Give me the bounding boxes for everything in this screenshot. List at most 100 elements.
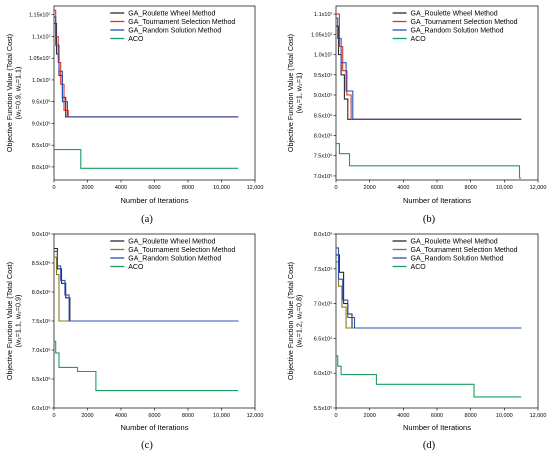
series-line-3 <box>336 355 522 398</box>
x-tick-label: 0 <box>52 185 55 191</box>
series-line-2 <box>54 250 239 322</box>
series-line-0 <box>336 254 522 329</box>
y-tick-label: 1.1x10⁷ <box>314 11 333 18</box>
panel-caption: (d) <box>423 440 436 451</box>
x-tick-label: 6000 <box>148 185 160 191</box>
y-tick-label: 8.0x10⁶ <box>314 231 333 238</box>
y-tick-label: 6.5x10⁶ <box>314 335 333 342</box>
series-line-2 <box>336 247 522 329</box>
y-tick-label: 8.5x10⁶ <box>32 260 51 267</box>
x-tick-label: 12,000 <box>247 185 264 191</box>
y-axis-label: Objective Function Value (Total Cost) <box>5 34 14 152</box>
y-tick-label: 9.0x10⁶ <box>314 92 333 99</box>
y-tick-label: 7.0x10⁶ <box>314 173 333 180</box>
x-tick-label: 4000 <box>397 185 409 191</box>
chart-panel-d: 0 2000 4000 6000 8000 10,000 12,000 5.5x10⁶ 6.0x… <box>286 231 546 451</box>
y-tick-label: 7.0x10⁶ <box>32 347 51 354</box>
y-tick-label: 1.1x10⁷ <box>32 33 51 40</box>
x-tick-label: 4000 <box>115 413 127 419</box>
panel-caption: (a) <box>141 214 153 225</box>
y-tick-label: 6.5x10⁶ <box>32 376 51 383</box>
y-axis-label: (w₁=1, w₂=1) <box>295 73 304 114</box>
y-tick-label: 1.0x10⁷ <box>314 52 333 59</box>
y-tick-label: 7.5x10⁶ <box>32 318 51 325</box>
legend-label: GA_Tournament Selection Method <box>128 19 235 26</box>
x-tick-label: 12,000 <box>530 413 547 419</box>
x-tick-label: 6000 <box>431 185 443 191</box>
y-tick-label: 5.5x10⁶ <box>314 405 333 412</box>
y-tick-label: 8.0x10⁶ <box>32 289 51 296</box>
legend-label: ACO <box>128 36 144 43</box>
y-axis-label: (w₁=1.1, w₂=0.9) <box>14 295 23 348</box>
legend-label: GA_Tournament Selection Method <box>411 247 518 254</box>
y-tick-label: 9.0x10⁶ <box>32 120 51 127</box>
x-tick-label: 2000 <box>364 185 376 191</box>
x-tick-label: 10,000 <box>213 185 230 191</box>
y-tick-label: 7.5x10⁶ <box>314 266 333 273</box>
series-line-3 <box>336 143 522 179</box>
x-tick-label: 10,000 <box>213 413 230 419</box>
chart-panel-c: 0 2000 4000 6000 8000 10,000 12,000 6.0x10⁶ 6.5x… <box>5 231 263 451</box>
series-line-0 <box>336 25 522 120</box>
legend-label: GA_Roulette Wheel Method <box>128 11 215 18</box>
y-axis-label: Objective Function Value (Total Cost) <box>286 34 295 152</box>
series-line-0 <box>54 22 239 118</box>
y-tick-label: 9.5x10⁶ <box>32 99 51 106</box>
series-line-1 <box>54 256 239 322</box>
y-tick-label: 9.0x10⁶ <box>32 231 51 238</box>
x-tick-label: 0 <box>334 413 337 419</box>
legend-label: ACO <box>411 36 427 43</box>
x-axis-label: Number of Iterations <box>121 196 189 205</box>
x-tick-label: 8000 <box>182 185 194 191</box>
y-axis-label: (w₁=1.2, w₂=0.8) <box>295 295 304 348</box>
y-tick-label: 9.5x10⁶ <box>314 72 333 79</box>
y-tick-label: 7.0x10⁶ <box>314 301 333 308</box>
legend-label: GA_Random Solution Method <box>411 28 504 35</box>
x-tick-label: 8000 <box>465 413 477 419</box>
series-line-1 <box>54 9 239 118</box>
series-line-1 <box>336 261 522 329</box>
x-tick-label: 8000 <box>182 413 194 419</box>
x-axis-label: Number of Iterations <box>121 423 189 432</box>
legend-label: GA_Random Solution Method <box>411 256 504 263</box>
y-axis-label: Objective Function Value (Total Cost) <box>5 262 14 380</box>
series-line-3 <box>54 340 239 392</box>
legend-label: GA_Roulette Wheel Method <box>411 11 498 18</box>
x-axis-label: Number of Iterations <box>403 423 471 432</box>
x-tick-label: 2000 <box>81 413 93 419</box>
legend-label: GA_Roulette Wheel Method <box>411 239 498 246</box>
y-tick-label: 8.0x10⁶ <box>314 132 333 139</box>
y-tick-label: 8.0x10⁶ <box>32 164 51 171</box>
x-tick-label: 12,000 <box>530 185 547 191</box>
legend-label: GA_Tournament Selection Method <box>128 247 235 254</box>
x-axis-label: Number of Iterations <box>403 196 471 205</box>
legend-label: GA_Random Solution Method <box>128 256 221 263</box>
x-tick-label: 10,000 <box>496 413 513 419</box>
y-tick-label: 6.0x10⁶ <box>314 370 333 377</box>
x-tick-label: 8000 <box>465 185 477 191</box>
legend-label: ACO <box>411 264 427 271</box>
y-axis-label: Objective Function Value (Total Cost) <box>286 262 295 380</box>
y-tick-label: 8.5x10⁶ <box>32 142 51 149</box>
x-tick-label: 12,000 <box>247 413 264 419</box>
x-tick-label: 6000 <box>148 413 160 419</box>
legend-label: GA_Random Solution Method <box>128 28 221 35</box>
chart-panel-b: 0 2000 4000 6000 8000 10,000 12,000 7.0x10⁶ 7.5x… <box>286 5 547 225</box>
y-tick-label: 1.15x10⁷ <box>29 12 51 19</box>
y-axis-label: (w₁=0.9, w₂=1.1) <box>14 67 23 120</box>
x-tick-label: 0 <box>334 185 337 191</box>
panel-caption: (c) <box>141 440 153 451</box>
y-tick-label: 1.05x10⁷ <box>29 55 51 62</box>
x-tick-label: 10,000 <box>496 185 513 191</box>
x-tick-label: 2000 <box>364 413 376 419</box>
legend-label: GA_Tournament Selection Method <box>411 19 518 26</box>
y-tick-label: 1.05x10⁷ <box>311 31 333 38</box>
x-tick-label: 4000 <box>115 185 127 191</box>
series-line-1 <box>336 13 522 120</box>
series-line-2 <box>336 17 522 120</box>
y-tick-label: 8.5x10⁶ <box>314 112 333 119</box>
x-tick-label: 2000 <box>81 185 93 191</box>
legend-label: ACO <box>128 264 144 271</box>
series-line-3 <box>54 149 239 169</box>
